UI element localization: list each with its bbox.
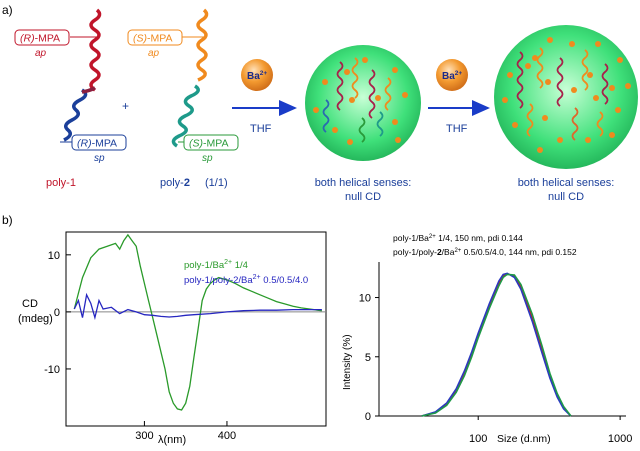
- dls-xlabel: Size (d.nm): [497, 433, 551, 445]
- panel-a-label: a): [2, 3, 13, 17]
- dls-chart: poly-1/Ba2+ 1/4, 150 nm, pdi 0.144 poly-…: [342, 233, 632, 445]
- svg-text:(S)-MPA: (S)-MPA: [189, 138, 228, 150]
- caption-1-line2: null CD: [345, 191, 381, 203]
- dls-ytick-label: 10: [359, 293, 371, 305]
- dls-series-1-line: [421, 272, 572, 417]
- ba-ion-2: Ba2+: [436, 59, 468, 91]
- caption-2-line1: both helical senses:: [518, 177, 615, 189]
- svg-text:(R)-MPA: (R)-MPA: [20, 33, 60, 45]
- dls-ytick-label: 0: [365, 411, 371, 423]
- cd-ylabel-line1: CD: [22, 298, 38, 310]
- poly1-ap-tag: (R)-MPA ap: [14, 29, 97, 59]
- svg-text:(S)-MPA: (S)-MPA: [133, 33, 172, 45]
- svg-text:sp: sp: [202, 153, 213, 164]
- ba-ion-1: Ba2+: [241, 59, 273, 91]
- poly2-label: poly-2: [160, 177, 190, 189]
- poly2-helix: [171, 8, 209, 148]
- dls-series-2-line: [421, 272, 572, 417]
- dls-legend-1: poly-1/Ba2+ 1/4, 150 nm, pdi 0.144: [393, 233, 523, 243]
- cd-legend-2: poly-1/poly-2/Ba2+ 0.5/0.5/4.0: [184, 274, 308, 286]
- dls-series-3-line: [421, 273, 572, 417]
- caption-2-line2: null CD: [548, 191, 584, 203]
- dls-xtick-label: 1000: [608, 433, 632, 445]
- micelle-sphere-2: [494, 25, 638, 169]
- cd-ytick-label: 0: [54, 307, 60, 319]
- cd-series-1-line: [73, 233, 322, 411]
- thf-label-1: THF: [250, 123, 272, 135]
- poly1-sp-tag: (R)-MPA sp: [60, 134, 127, 164]
- cd-ytick-label: -10: [44, 364, 60, 376]
- dls-xtick-label: 100: [469, 433, 487, 445]
- svg-text:ap: ap: [35, 48, 47, 59]
- dls-legend-2: poly-1/poly-2/Ba2+ 0.5/0.5/4.0, 144 nm, …: [393, 247, 577, 257]
- cd-ytick-label: 10: [48, 250, 60, 262]
- svg-text:ap: ap: [148, 48, 160, 59]
- svg-text:Ba2+: Ba2+: [247, 70, 267, 82]
- cd-legend-1: poly-1/Ba2+ 1/4: [184, 259, 248, 271]
- poly1-helix: [63, 8, 102, 142]
- thf-label-2: THF: [446, 123, 468, 135]
- caption-1-line1: both helical senses:: [315, 177, 412, 189]
- svg-text:Ba2+: Ba2+: [442, 70, 462, 82]
- poly2-sp-tag: (S)-MPA sp: [178, 134, 239, 164]
- svg-text:(R)-MPA: (R)-MPA: [77, 138, 117, 150]
- cd-xtick-label: 400: [218, 430, 236, 442]
- cd-plot-frame: [65, 231, 327, 427]
- svg-text:sp: sp: [94, 153, 105, 164]
- dls-ytick-label: 5: [365, 352, 371, 364]
- cd-ylabel-line2: (mdeg): [18, 313, 53, 325]
- panel-b-label: b): [2, 213, 13, 227]
- plus-sign: +: [122, 99, 129, 113]
- cd-chart: 300 400 10 0 -10 CD (mdeg) λ(nm) poly-1/Ba2+…: [18, 231, 327, 446]
- poly2-ratio: (1/1): [205, 177, 228, 189]
- cd-xlabel: λ(nm): [158, 434, 186, 446]
- micelle-sphere-1: [305, 45, 421, 161]
- poly1-label: poly-1: [46, 177, 76, 189]
- poly2-ap-tag: (S)-MPA ap: [127, 29, 206, 59]
- cd-xtick-label: 300: [135, 430, 153, 442]
- cd-series-2-line: [73, 292, 322, 321]
- dls-ylabel: Intensity (%): [342, 334, 353, 390]
